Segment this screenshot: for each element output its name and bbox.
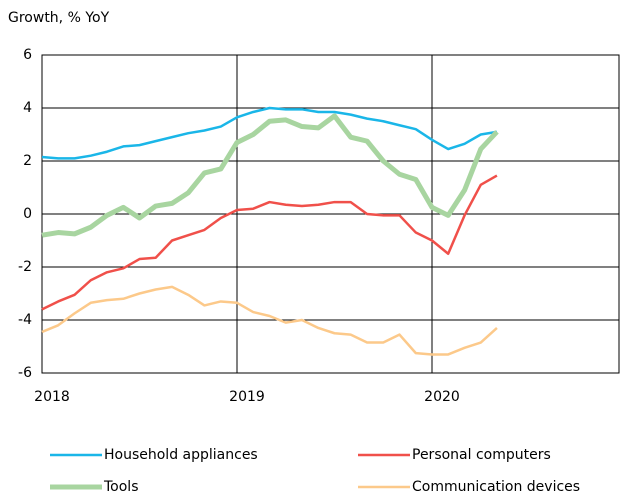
- series-line: [41, 285, 498, 356]
- y-tick-label: 4: [23, 100, 32, 116]
- y-tick-label: -6: [18, 365, 32, 381]
- series-line: [41, 174, 498, 311]
- y-tick-label: 6: [23, 47, 32, 63]
- legend-label: Household appliances: [104, 447, 258, 463]
- legend-label: Personal computers: [412, 447, 551, 463]
- y-tick-label: -2: [18, 259, 32, 275]
- series-line: [41, 106, 498, 160]
- x-tick-label: 2018: [34, 389, 70, 405]
- series-line: [41, 113, 499, 238]
- x-tick-label: 2019: [229, 389, 265, 405]
- y-tick-label: 0: [23, 206, 32, 222]
- x-tick-label: 2020: [424, 389, 460, 405]
- y-tick-label: -4: [18, 312, 32, 328]
- legend-label: Tools: [103, 479, 139, 495]
- y-tick-label: 2: [23, 153, 32, 169]
- y-axis-label: Growth, % YoY: [8, 10, 110, 26]
- legend-label: Communication devices: [412, 479, 580, 495]
